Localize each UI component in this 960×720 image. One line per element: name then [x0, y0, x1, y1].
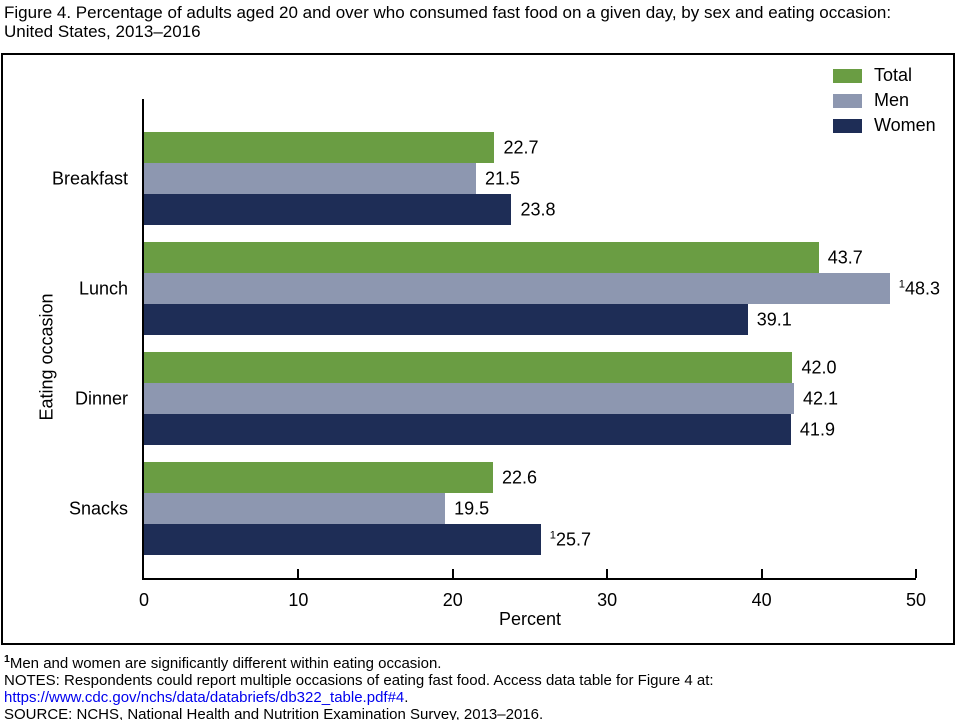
y-axis-line	[142, 99, 144, 580]
x-tick-50	[915, 569, 917, 578]
bar-women-dinner	[144, 414, 791, 445]
x-tick-label-0: 0	[138, 590, 150, 610]
x-tick-label-50: 50	[905, 590, 927, 610]
bar-women-lunch	[144, 304, 748, 335]
bar-men-breakfast	[144, 163, 476, 194]
bar-men-dinner	[144, 383, 795, 414]
bar-total-lunch	[144, 242, 819, 273]
bar-value-label-men-dinner: 42.1	[803, 388, 839, 408]
legend-row-total: Total	[833, 63, 936, 88]
legend-label-men: Men	[874, 90, 910, 110]
x-tick-label-40: 40	[751, 590, 772, 610]
footnote-significance-text: Men and women are significantly differen…	[9, 655, 442, 672]
footnote-significance: 1Men and women are significantly differe…	[4, 651, 954, 672]
chart-frame: Total Men Women Percent Breakfast 22.7 21.5 2…	[1, 53, 955, 645]
bar-total-snacks	[144, 462, 493, 493]
significance-superscript: 1	[898, 278, 905, 290]
footnotes: 1Men and women are significantly differe…	[4, 651, 954, 720]
bar-value-label-women-dinner: 41.9	[799, 419, 835, 439]
footnote-link-line: https://www.cdc.gov/nchs/data/databriefs…	[4, 689, 954, 706]
legend-label-women: Women	[874, 115, 936, 135]
bar-value-label-total-lunch: 43.7	[827, 247, 863, 267]
bar-value-label-women-breakfast: 23.8	[520, 199, 556, 219]
bar-value-label-women-lunch: 39.1	[756, 309, 792, 329]
bar-total-breakfast	[144, 132, 495, 163]
bar-women-breakfast	[144, 194, 512, 225]
category-label-lunch: Lunch	[78, 278, 128, 298]
legend-swatch-men	[833, 93, 862, 108]
plot-area: Percent Breakfast 22.7 21.5 23.8 Lunch 43.7 14…	[52, 99, 940, 629]
category-label-breakfast: Breakfast	[51, 168, 128, 188]
x-tick-10	[297, 569, 300, 578]
bar-value-label-men-snacks: 19.5	[454, 498, 490, 518]
x-tick-30	[606, 569, 609, 578]
bar-value-label-total-breakfast: 22.7	[503, 137, 539, 157]
bar-men-lunch	[144, 273, 890, 304]
legend-swatch-women	[833, 118, 862, 133]
category-label-snacks: Snacks	[68, 498, 128, 518]
x-tick-label-10: 10	[288, 590, 309, 610]
x-tick-label-30: 30	[597, 590, 618, 610]
x-axis-line	[142, 578, 916, 580]
data-table-link[interactable]: https://www.cdc.gov/nchs/data/databriefs…	[4, 689, 405, 706]
figure-title: Figure 4. Percentage of adults aged 20 a…	[4, 3, 956, 41]
bar-value-label-total-snacks: 22.6	[501, 467, 537, 487]
x-axis-label: Percent	[498, 609, 562, 629]
legend-label-total: Total	[874, 65, 913, 85]
bar-value-label-women-snacks: 125.7	[549, 529, 592, 549]
x-tick-label-20: 20	[442, 590, 463, 610]
x-tick-40	[760, 569, 763, 578]
figure-title-line2: United States, 2013–2016	[4, 22, 201, 41]
y-axis-title: Eating occasion	[36, 293, 57, 421]
footnote-link-suffix: .	[404, 689, 409, 706]
legend: Total Men Women	[833, 63, 936, 138]
category-label-dinner: Dinner	[74, 388, 128, 408]
footnote-notes: NOTES: Respondents could report multiple…	[4, 672, 714, 689]
legend-row-women: Women	[833, 113, 936, 138]
footnote-source: SOURCE: NCHS, National Health and Nutrit…	[4, 706, 544, 720]
x-tick-20	[451, 569, 454, 578]
legend-swatch-total	[833, 68, 862, 83]
bar-women-snacks	[144, 524, 541, 555]
significance-superscript: 1	[549, 529, 557, 541]
bar-men-snacks	[144, 493, 446, 524]
bar-value-label-men-breakfast: 21.5	[484, 168, 520, 188]
figure-title-line1: Figure 4. Percentage of adults aged 20 a…	[4, 3, 892, 22]
footnote-superscript: 1	[4, 653, 10, 665]
bar-value-label-men-lunch: 148.3	[898, 278, 941, 298]
legend-row-men: Men	[833, 88, 936, 113]
bar-value-label-total-dinner: 42.0	[801, 357, 837, 377]
bar-total-dinner	[144, 352, 793, 383]
